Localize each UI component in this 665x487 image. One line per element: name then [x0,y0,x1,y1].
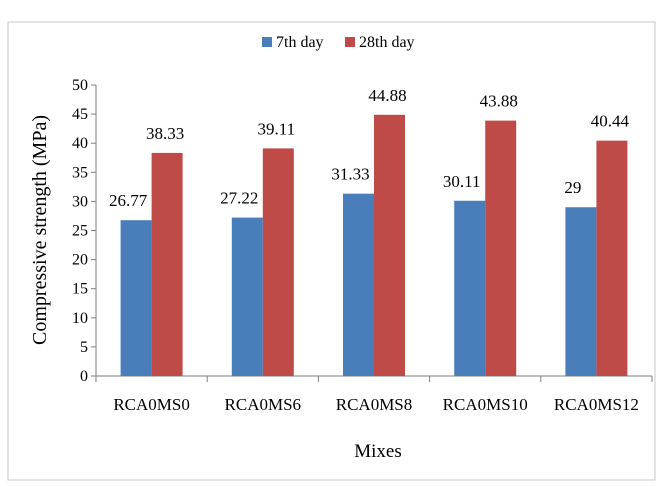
bars [120,114,628,376]
y-tick-label: 15 [72,281,88,298]
data-labels: 26.77 27.22 31.33 30.11 29 38.33 39.11 44.88 43.… [109,86,630,210]
bar-28th-day-rca0ms10 [485,120,517,376]
legend-swatch-7th-day [262,37,272,47]
data-label: 40.44 [591,112,630,131]
data-label: 43.88 [480,92,518,111]
bar-7th-day-rca0ms10 [454,200,486,376]
bar-7th-day-rca0ms0 [120,220,152,376]
x-tick-label: RCA0MS6 [225,395,302,414]
x-tick-label: RCA0MS0 [113,395,190,414]
data-label: 30.11 [443,172,481,191]
data-label: 44.88 [368,86,406,105]
axes: 0 5 10 15 20 25 30 35 40 45 50 RCA0MS0 RCA0MS6 RCA0MS… [72,77,653,414]
y-tick-label: 35 [72,164,88,181]
chart-border [7,21,656,481]
data-label: 29 [564,178,581,197]
legend-label: 7th day [276,34,324,51]
bar-28th-day-rca0ms12 [596,140,628,376]
y-tick-label: 45 [72,106,88,123]
bar-28th-day-rca0ms8 [374,114,405,376]
y-tick-label: 40 [72,135,88,152]
y-tick-label: 0 [80,368,88,385]
bar-7th-day-rca0ms6 [231,217,263,376]
bar-28th-day-rca0ms0 [151,152,183,376]
bar-7th-day-rca0ms8 [343,193,374,376]
x-tick-label: RCA0MS12 [554,395,639,414]
y-tick-label: 25 [72,223,88,240]
legend-swatch-28th-day [345,37,355,47]
legend-label: 28th day [359,34,415,51]
y-tick-label: 10 [72,310,88,327]
data-label: 39.11 [257,119,295,138]
x-tick-label: RCA0MS10 [443,395,528,414]
legend: 7th day 28th day [262,34,415,51]
data-label: 26.77 [109,191,148,210]
y-tick-label: 20 [72,252,88,269]
x-tick-label: RCA0MS8 [336,395,413,414]
bar-28th-day-rca0ms6 [262,148,294,376]
bar-7th-day-rca0ms12 [565,207,597,376]
y-tick-label: 30 [72,193,88,210]
data-label: 31.33 [331,165,369,184]
data-label: 38.33 [146,124,184,143]
y-tick-label: 50 [72,77,88,94]
x-axis-title: Mixes [354,441,402,462]
y-tick-label: 5 [80,339,88,356]
figure-caption-fragment [0,0,665,22]
data-label: 27.22 [220,189,258,208]
y-axis-title: Compressive strength (MPa) [29,115,51,345]
